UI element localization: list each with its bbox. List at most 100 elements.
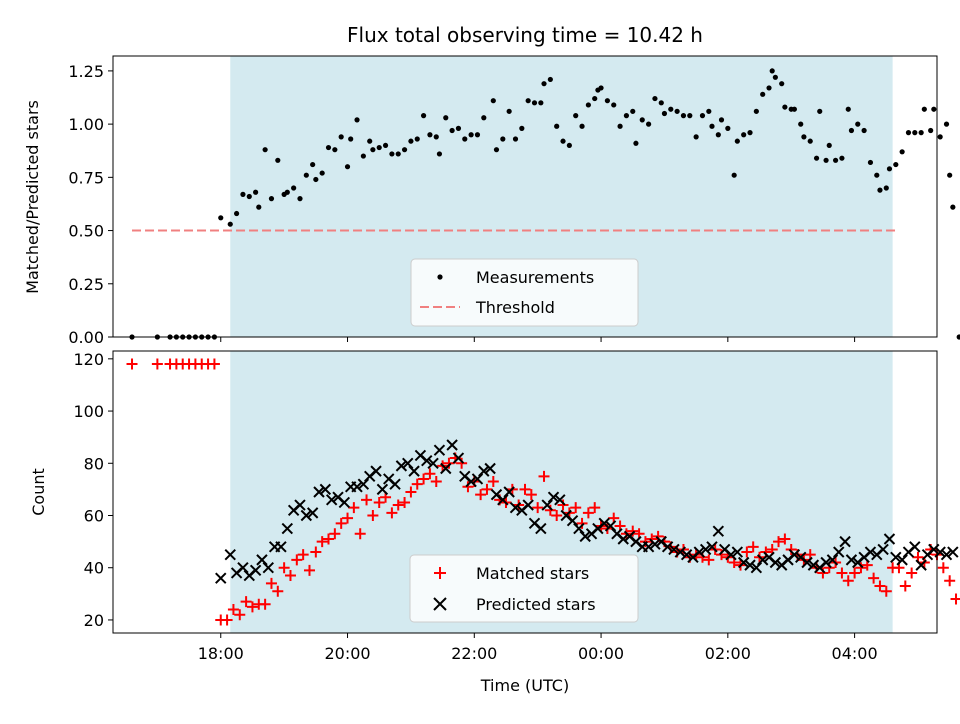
matched-star-point <box>392 499 404 511</box>
matched-star-point <box>589 502 601 514</box>
measurement-point <box>338 134 344 140</box>
measurement-point <box>747 130 753 136</box>
matched-star-point <box>773 536 785 548</box>
measurement-point <box>506 108 512 114</box>
matched-star-point <box>557 499 569 511</box>
measurement-point <box>731 172 737 178</box>
measurement-point <box>253 189 259 195</box>
matched-star-point <box>849 567 861 579</box>
measurement-point <box>389 151 395 157</box>
x-tick-label: 22:00 <box>451 644 497 663</box>
threshold-legend-label: Threshold <box>475 298 555 317</box>
predicted-star-point <box>909 541 921 553</box>
predicted-star-point <box>826 554 839 566</box>
predicted-star-point <box>446 439 458 451</box>
measurement-point <box>921 106 927 112</box>
predicted-star-point <box>376 483 389 496</box>
predicted-star-point <box>883 533 896 545</box>
matched-star-point <box>747 541 759 553</box>
matched-legend-marker <box>434 567 446 579</box>
measurement-point <box>462 136 468 142</box>
measurement-point <box>420 113 427 119</box>
predicted-star-point <box>750 562 763 574</box>
measurement-point <box>646 121 652 127</box>
matched-star-point <box>525 489 537 501</box>
ratio-legend: Measurements Threshold <box>410 258 639 327</box>
measurement-point <box>468 132 474 138</box>
predicted-star-point <box>402 457 414 469</box>
matched-star-point <box>278 562 290 574</box>
measurement-point <box>956 334 960 340</box>
ratio-plot-frame <box>112 55 938 338</box>
count-panel: 20 40 60 80 100 120 18:00 20:00 22:00 00:00 02:00… <box>29 350 960 695</box>
measurement-point <box>436 151 443 157</box>
matched-star-point <box>570 502 582 514</box>
matched-star-point <box>456 457 468 469</box>
predicted-star-point <box>674 546 686 558</box>
measurement-point <box>832 157 839 163</box>
measurement-point <box>433 134 439 140</box>
measurement-point <box>950 204 956 210</box>
count-legend: Matched stars Predicted stars <box>409 554 639 623</box>
measurement-point <box>541 81 547 87</box>
count-y-axis-label: Count <box>29 468 48 516</box>
matched-star-point <box>386 507 398 519</box>
measurement-point <box>874 172 880 178</box>
predicted-star-point <box>471 473 484 485</box>
matched-star-point <box>836 567 848 579</box>
x-tick-label: 02:00 <box>705 644 751 663</box>
measurement-point <box>943 121 950 127</box>
matched-star-point <box>399 496 411 508</box>
y-tick-label: 20 <box>84 611 104 630</box>
predicted-star-point <box>503 486 515 498</box>
count-legend-box <box>409 554 639 623</box>
predicted-star-point <box>452 452 465 464</box>
measurement-point <box>630 108 636 114</box>
predicted-star-point <box>408 465 420 477</box>
matched-star-point <box>367 510 379 521</box>
measurement-point <box>741 132 747 138</box>
ratio-x-ticks <box>220 337 856 342</box>
measurement-point <box>547 76 553 83</box>
measurement-point <box>344 164 351 170</box>
x-tick-label: 04:00 <box>832 644 878 663</box>
predicted-star-point <box>215 572 227 584</box>
measurement-point <box>861 127 867 134</box>
measurement-point <box>376 144 382 151</box>
matched-star-point <box>430 476 442 488</box>
measurement-point <box>560 138 566 144</box>
measurement-point <box>633 140 639 146</box>
matched-star-point <box>582 507 594 519</box>
measurement-point <box>680 113 687 119</box>
matched-star-point <box>265 577 277 589</box>
matched-star-point <box>405 486 417 498</box>
predicted-star-point <box>706 541 718 553</box>
predicted-star-point <box>249 564 262 577</box>
predicted-star-point <box>877 543 889 556</box>
matched-star-point <box>259 598 271 610</box>
measurement-point <box>401 147 408 153</box>
ratio-panel: 0.00 0.25 0.50 0.75 1.00 1.25 Matched/Predict… <box>23 55 960 347</box>
matched-star-point <box>880 585 892 597</box>
predicted-star-point <box>275 541 287 553</box>
ratio-y-axis-label: Matched/Predicted stars <box>23 100 42 294</box>
x-tick-label: 20:00 <box>324 644 370 663</box>
predicted-star-point <box>807 559 820 571</box>
measurement-point <box>310 161 316 168</box>
predicted-star-point <box>788 548 801 561</box>
matched-star-point <box>944 575 956 587</box>
predicted-star-point <box>313 486 325 498</box>
measurement-point <box>256 204 262 210</box>
matched-star-point <box>291 554 303 566</box>
predicted-star-point <box>509 501 522 514</box>
matched-star-point <box>868 572 880 584</box>
measurement-point <box>931 106 937 112</box>
predicted-star-point <box>712 525 725 537</box>
predicted-star-point <box>497 494 509 506</box>
measurement-point <box>319 170 325 176</box>
measurement-point <box>734 138 740 144</box>
measurement-point <box>893 161 899 168</box>
measurement-point <box>313 176 319 183</box>
measurement-point <box>566 142 572 149</box>
predicted-star-point <box>617 533 629 545</box>
